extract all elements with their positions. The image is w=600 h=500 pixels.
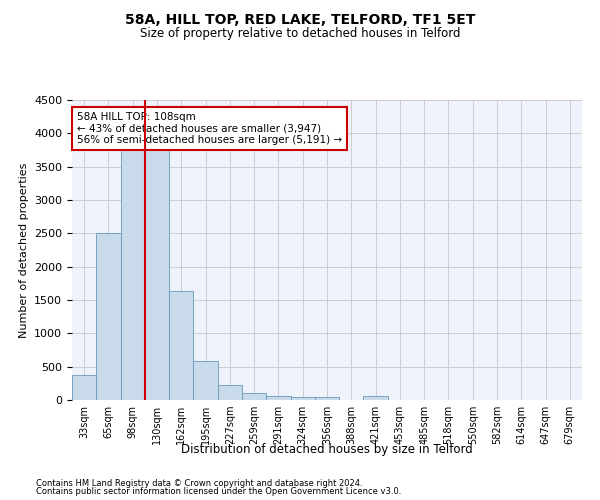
Bar (242, 393, 266, 400)
Bar (218, 385, 242, 400)
Text: Contains public sector information licensed under the Open Government Licence v3: Contains public sector information licen… (36, 487, 401, 496)
Bar (364, 396, 388, 400)
Text: 58A HILL TOP: 108sqm
← 43% of detached houses are smaller (3,947)
56% of semi-de: 58A HILL TOP: 108sqm ← 43% of detached h… (77, 112, 342, 145)
Bar (193, 360, 218, 400)
Text: Contains HM Land Registry data © Crown copyright and database right 2024.: Contains HM Land Registry data © Crown c… (36, 478, 362, 488)
Text: Size of property relative to detached houses in Telford: Size of property relative to detached ho… (140, 28, 460, 40)
Bar (121, 150, 145, 400)
Bar (72, 376, 96, 400)
Bar (290, 397, 315, 400)
Y-axis label: Number of detached properties: Number of detached properties (19, 162, 29, 338)
Bar (169, 290, 193, 400)
Bar (96, 234, 121, 400)
Text: 58A, HILL TOP, RED LAKE, TELFORD, TF1 5ET: 58A, HILL TOP, RED LAKE, TELFORD, TF1 5E… (125, 12, 475, 26)
Bar (266, 396, 290, 400)
Bar (315, 398, 339, 400)
Text: Distribution of detached houses by size in Telford: Distribution of detached houses by size … (181, 442, 473, 456)
Bar (145, 150, 169, 400)
